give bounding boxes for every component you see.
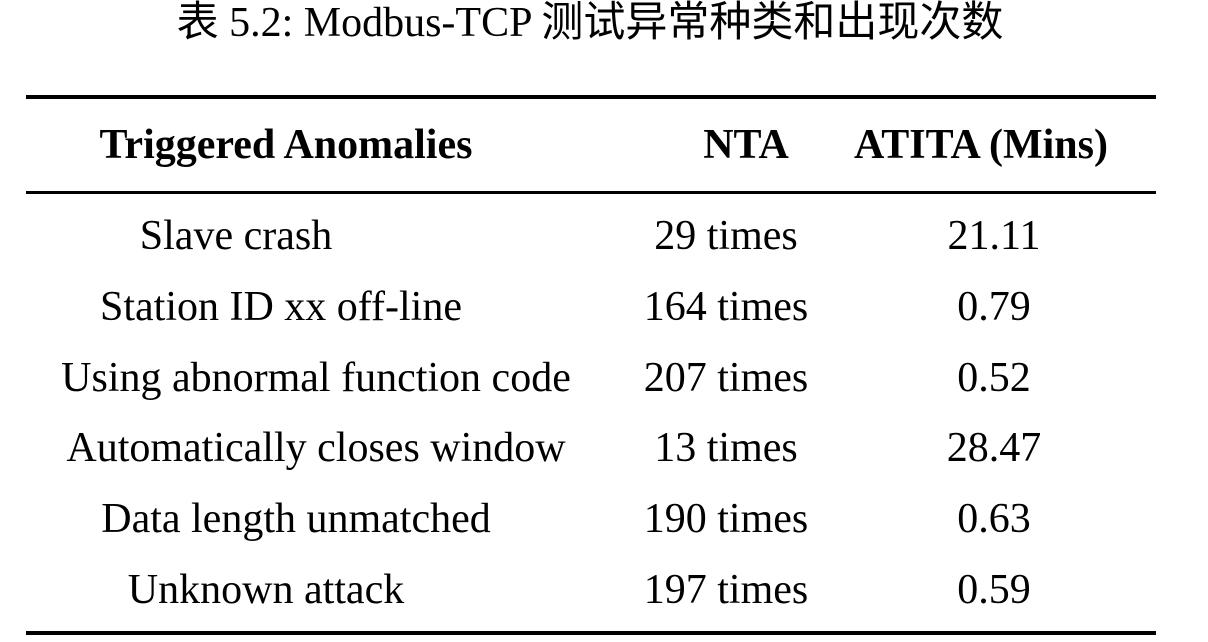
table-row: Station ID xx off-line 164 times 0.79 bbox=[26, 272, 1156, 343]
cell-atita: 0.52 bbox=[957, 354, 1031, 401]
header-triggered-anomalies: Triggered Anomalies bbox=[99, 122, 473, 168]
cell-atita: 0.63 bbox=[957, 496, 1031, 543]
cell-atita: 21.11 bbox=[947, 213, 1041, 260]
table-row: Slave crash 29 times 21.11 bbox=[26, 201, 1156, 272]
table-row: Using abnormal function code 207 times 0… bbox=[26, 342, 1156, 413]
cell-anomaly: Automatically closes window bbox=[66, 425, 566, 472]
cell-atita: 0.59 bbox=[957, 566, 1031, 613]
table-row: Automatically closes window 13 times 28.… bbox=[26, 413, 1156, 484]
mid-rule bbox=[26, 191, 1156, 194]
cell-anomaly: Unknown attack bbox=[127, 566, 405, 613]
header-nta: NTA bbox=[703, 122, 789, 168]
cell-nta: 207 times bbox=[643, 354, 809, 401]
cell-nta: 197 times bbox=[643, 566, 809, 613]
cell-anomaly: Data length unmatched bbox=[101, 496, 491, 543]
cell-nta: 29 times bbox=[654, 213, 798, 260]
bottom-rule bbox=[26, 631, 1156, 636]
cell-atita: 28.47 bbox=[946, 425, 1042, 472]
top-rule bbox=[26, 95, 1156, 99]
table-caption: 表 5.2: Modbus-TCP 测试异常种类和出现次数 bbox=[176, 0, 1004, 46]
table-row: Unknown attack 197 times 0.59 bbox=[26, 554, 1156, 625]
cell-nta: 164 times bbox=[643, 284, 809, 331]
cell-atita: 0.79 bbox=[957, 284, 1031, 331]
anomaly-table: Triggered Anomalies NTA ATITA (Mins) Sla… bbox=[26, 95, 1156, 636]
cell-nta: 190 times bbox=[643, 496, 809, 543]
header-atita: ATITA (Mins) bbox=[854, 122, 1108, 168]
cell-anomaly: Station ID xx off-line bbox=[99, 284, 462, 331]
cell-anomaly: Slave crash bbox=[139, 213, 333, 260]
cell-anomaly: Using abnormal function code bbox=[61, 354, 571, 401]
cell-nta: 13 times bbox=[654, 425, 798, 472]
table-header-row: Triggered Anomalies NTA ATITA (Mins) bbox=[26, 99, 1156, 191]
table-row: Data length unmatched 190 times 0.63 bbox=[26, 484, 1156, 555]
